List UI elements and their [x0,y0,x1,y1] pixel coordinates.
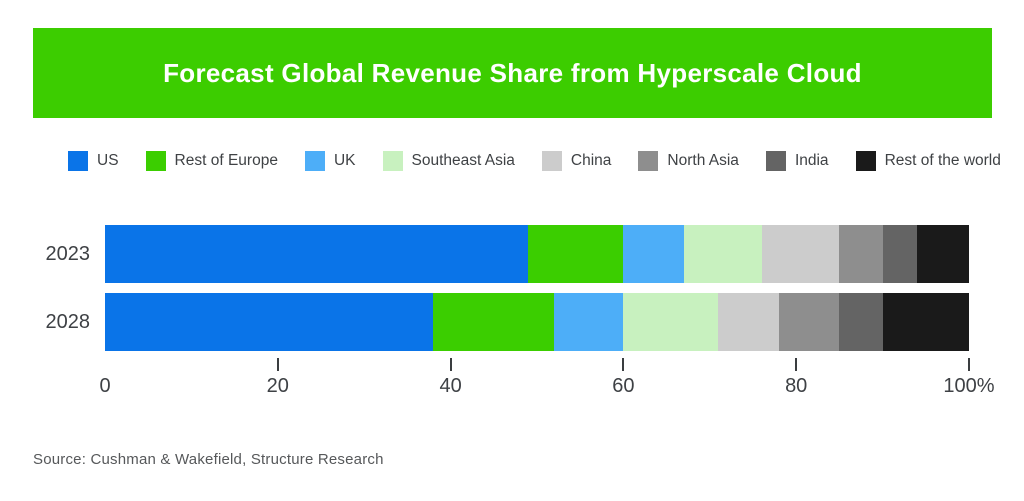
axis-tick-label-100: 100% [943,375,995,397]
segment-uk-2023 [623,225,684,283]
segment-india-2028 [839,293,883,351]
axis-tick-100 [968,358,970,371]
bar-row-2028: 2028 [0,293,1024,351]
segment-us-2023 [105,225,529,283]
x-axis: 0 20 40 60 80 100% [99,351,995,401]
legend-item-china: China [541,151,612,171]
row-label-2023: 2023 [45,242,91,265]
segment-north-asia-2028 [778,293,840,351]
row-label-2028: 2028 [45,310,91,333]
legend-label: Southeast Asia [411,152,515,169]
segment-china-2023 [761,225,840,283]
segment-southeast-asia-2023 [683,225,762,283]
legend-label: China [570,152,612,169]
segment-uk-2028 [554,293,624,351]
segment-rest-of-the-world-2023 [917,225,969,283]
legend-swatch-rest-of-the-world-icon [855,151,876,171]
legend-label: North Asia [667,152,739,169]
legend-swatch-india-icon [765,151,786,171]
legend-swatch-us-icon [68,151,88,171]
plot-area: 2023 2028 [0,225,1024,361]
axis-tick-label-40: 40 [439,375,462,397]
legend-item-rest-of-europe: Rest of Europe [145,151,278,171]
legend-label: India [794,152,829,169]
axis-tick-20 [276,358,279,371]
stacked-bar-2023 [105,225,969,283]
axis-tick-label-80: 80 [785,375,808,397]
axis-tick-label-20: 20 [266,375,289,397]
legend-item-north-asia: North Asia [638,151,739,171]
segment-southeast-asia-2028 [623,293,719,351]
legend-label: US [97,152,119,169]
segment-rest-of-the-world-2028 [882,293,969,351]
legend-label: UK [333,152,356,169]
legend-swatch-north-asia-icon [638,151,659,171]
legend-swatch-southeast-asia-icon [382,151,403,171]
segment-north-asia-2023 [839,225,883,283]
axis-tick-label-0: 0 [99,375,111,397]
legend-item-india: India [765,151,829,171]
legend-swatch-rest-of-europe-icon [145,151,166,171]
legend-label: Rest of the world [884,152,1001,169]
segment-rest-of-europe-2028 [433,293,555,351]
legend-item-uk: UK [304,151,356,171]
source-note: Source: Cushman & Wakefield, Structure R… [33,451,384,468]
legend-swatch-china-icon [541,151,562,171]
title-banner: Forecast Global Revenue Share from Hyper… [33,28,992,118]
axis-tick-label-60: 60 [612,375,635,397]
legend-item-us: US [68,151,119,171]
legend-label: Rest of Europe [174,152,278,169]
segment-us-2028 [105,293,434,351]
legend-swatch-uk-icon [304,151,325,171]
legend-item-southeast-asia: Southeast Asia [382,151,515,171]
segment-china-2028 [718,293,779,351]
legend-item-rest-of-the-world: Rest of the world [855,151,1001,171]
axis-tick-60 [622,358,625,371]
chart-title: Forecast Global Revenue Share from Hyper… [163,57,862,88]
stacked-bar-2028 [105,293,969,351]
segment-india-2023 [882,225,918,283]
bar-row-2023: 2023 [0,225,1024,283]
segment-rest-of-europe-2023 [528,225,624,283]
axis-tick-80 [795,358,798,371]
legend: US Rest of Europe UK Southeast Asia China Nor… [68,151,1001,171]
axis-tick-40 [449,358,452,371]
